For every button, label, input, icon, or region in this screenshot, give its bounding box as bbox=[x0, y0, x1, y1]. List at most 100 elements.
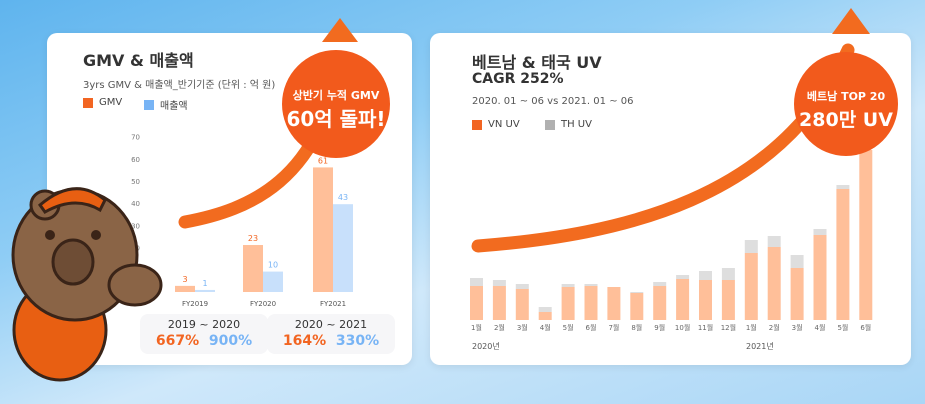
bar-th-uv bbox=[790, 255, 804, 268]
bar-vn-uv bbox=[790, 268, 804, 320]
bar-th-uv bbox=[699, 271, 712, 280]
x-tick-label: FY2019 bbox=[182, 300, 208, 308]
cagr-label: CAGR 252% bbox=[472, 71, 564, 87]
gmv-chart: 203040506070FY201931FY20202310FY20216143 bbox=[131, 134, 353, 308]
bar-vn-uv bbox=[859, 150, 873, 320]
badge-line1: 상반기 누적 GMV bbox=[293, 88, 380, 102]
badge-line1: 베트남 TOP 20 bbox=[807, 89, 886, 103]
bear-mascot bbox=[11, 187, 163, 382]
data-label: 3 bbox=[182, 275, 187, 284]
bar-th-uv bbox=[676, 275, 690, 279]
legend-revenue: 매출액 bbox=[144, 97, 188, 112]
card-title: 베트남 & 태국 UV bbox=[472, 53, 602, 72]
legend-gmv: GMV bbox=[83, 97, 122, 108]
arrowhead-icon bbox=[322, 18, 358, 42]
bar-vn-uv bbox=[721, 280, 735, 320]
bar-vn-uv bbox=[653, 286, 667, 320]
gmv-growth: 667% bbox=[155, 333, 200, 349]
data-label: 23 bbox=[248, 234, 258, 243]
x-tick-label: 7월 bbox=[608, 323, 619, 332]
year-label: 2021년 bbox=[746, 342, 774, 351]
bar-vn-uv bbox=[470, 286, 483, 320]
badge-left bbox=[282, 50, 390, 158]
bar-th-uv bbox=[630, 292, 644, 293]
x-tick-label: FY2021 bbox=[320, 300, 346, 308]
y-tick-label: 50 bbox=[131, 178, 140, 186]
y-tick-label: 40 bbox=[131, 200, 140, 208]
year-label: 2020년 bbox=[472, 342, 500, 351]
bar-vn-uv bbox=[584, 286, 598, 320]
growth-arrow-right bbox=[471, 43, 855, 253]
arrowhead-icon bbox=[832, 8, 870, 34]
bar-th-uv bbox=[492, 280, 506, 286]
legend-swatch bbox=[545, 119, 555, 130]
badge-right bbox=[794, 52, 898, 156]
x-tick-label: 2월 bbox=[494, 323, 505, 332]
bar-vn-uv bbox=[836, 189, 850, 320]
legend-label: 매출액 bbox=[160, 101, 188, 112]
legend-vn: VN UV bbox=[472, 119, 520, 130]
badge-line2: 60억 돌파! bbox=[286, 107, 385, 131]
x-tick-label: FY2020 bbox=[250, 300, 276, 308]
growth-box: 2020 ~ 2021 164% 330% bbox=[267, 314, 395, 354]
x-tick-label: 12월 bbox=[721, 323, 736, 332]
bar-vn-uv bbox=[538, 312, 552, 320]
card-title: GMV & 매출액 bbox=[83, 51, 194, 70]
x-tick-label: 5월 bbox=[563, 323, 574, 332]
x-tick-label: 3월 bbox=[792, 323, 803, 332]
growth-period: 2019 ~ 2020 bbox=[167, 318, 241, 331]
period-label: 2020. 01 ~ 06 vs 2021. 01 ~ 06 bbox=[472, 96, 634, 107]
bar-vn-uv bbox=[813, 235, 827, 320]
legend-swatch bbox=[144, 99, 154, 110]
x-tick-label: 6월 bbox=[860, 323, 871, 332]
bar-vn-uv bbox=[515, 289, 529, 320]
data-label: 10 bbox=[268, 261, 278, 270]
bar-vn-uv bbox=[561, 287, 575, 320]
bar-th-uv bbox=[836, 185, 850, 189]
bar-th-uv bbox=[470, 278, 483, 286]
data-label: 43 bbox=[338, 193, 348, 202]
gmv-growth: 164% bbox=[282, 333, 327, 349]
revenue-growth: 900% bbox=[208, 333, 253, 349]
legend-th: TH UV bbox=[545, 119, 592, 130]
y-tick-label: 70 bbox=[131, 134, 140, 142]
legend-swatch bbox=[472, 119, 482, 130]
legend-swatch bbox=[83, 97, 93, 108]
bar-gmv bbox=[175, 285, 195, 292]
y-tick-label: 30 bbox=[131, 222, 140, 230]
bar-revenue bbox=[263, 271, 283, 292]
uv-chart: 1월 2월 3월 4월 5월 6월 7월 8월 9월 10월 11월 12월 1월 2월 3월 4월 5월 6월 bbox=[470, 150, 873, 332]
x-tick-label: 2월 bbox=[769, 323, 780, 332]
x-tick-label: 4월 bbox=[540, 323, 551, 332]
growth-box: 2019 ~ 2020 667% 900% bbox=[140, 314, 268, 354]
bar-vn-uv bbox=[676, 279, 690, 320]
legend-label: TH UV bbox=[561, 119, 592, 130]
bar-gmv bbox=[243, 245, 263, 292]
bar-th-uv bbox=[561, 284, 575, 287]
bar-vn-uv bbox=[744, 253, 758, 320]
x-tick-label: 1월 bbox=[746, 323, 757, 332]
bar-vn-uv bbox=[492, 286, 506, 320]
badge-line2: 280만 UV bbox=[799, 109, 893, 131]
x-tick-label: 6월 bbox=[586, 323, 597, 332]
bar-th-uv bbox=[653, 282, 667, 286]
bar-vn-uv bbox=[767, 247, 781, 320]
card-subtitle: 3yrs GMV & 매출액_반기기준 (단위 : 억 원) bbox=[83, 80, 276, 91]
bar-vn-uv bbox=[607, 287, 621, 320]
x-tick-label: 3월 bbox=[517, 323, 528, 332]
x-tick-label: 8월 bbox=[631, 323, 642, 332]
bar-th-uv bbox=[767, 236, 781, 247]
x-tick-label: 5월 bbox=[837, 323, 848, 332]
data-label: 1 bbox=[202, 279, 207, 288]
x-tick-label: 11월 bbox=[698, 323, 713, 332]
x-tick-label: 1월 bbox=[471, 323, 482, 332]
x-tick-label: 9월 bbox=[654, 323, 665, 332]
bar-th-uv bbox=[813, 229, 827, 235]
bar-revenue bbox=[195, 289, 215, 292]
data-label: 61 bbox=[318, 156, 328, 165]
bar-vn-uv bbox=[699, 280, 712, 320]
bar-vn-uv bbox=[630, 293, 644, 320]
legend-label: VN UV bbox=[488, 119, 520, 130]
bar-gmv bbox=[313, 167, 333, 292]
